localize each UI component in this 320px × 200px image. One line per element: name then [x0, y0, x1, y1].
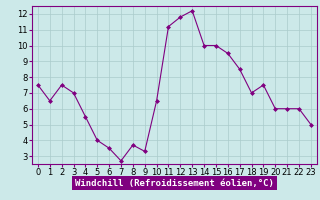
X-axis label: Windchill (Refroidissement éolien,°C): Windchill (Refroidissement éolien,°C)	[75, 179, 274, 188]
